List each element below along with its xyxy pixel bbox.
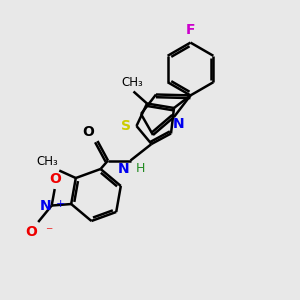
- Text: CH₃: CH₃: [36, 155, 58, 168]
- Text: S: S: [121, 119, 131, 133]
- Text: N: N: [172, 116, 184, 130]
- Text: O: O: [25, 225, 37, 239]
- Text: O: O: [49, 172, 61, 186]
- Text: N: N: [40, 199, 51, 212]
- Text: +: +: [55, 199, 65, 209]
- Text: H: H: [136, 162, 145, 175]
- Text: O: O: [82, 125, 94, 140]
- Text: ⁻: ⁻: [45, 225, 52, 239]
- Text: CH₃: CH₃: [121, 76, 143, 88]
- Text: F: F: [186, 23, 195, 37]
- Text: N: N: [117, 162, 129, 176]
